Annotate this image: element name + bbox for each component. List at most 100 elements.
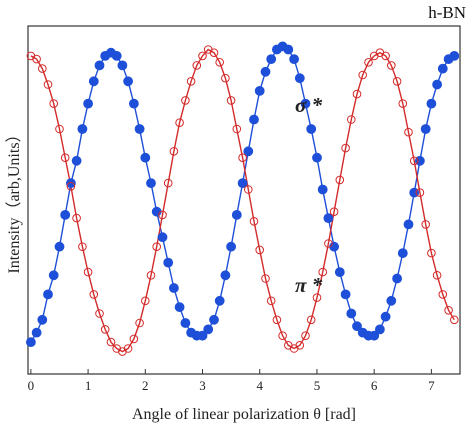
pi-data-point <box>272 315 282 325</box>
sigma-data-point <box>94 60 105 71</box>
pi-data-point <box>249 217 259 226</box>
pi-data-point <box>306 315 316 325</box>
sigma-data-point <box>157 232 168 243</box>
sigma-data-point <box>352 321 362 332</box>
sigma-data-point <box>203 324 214 335</box>
pi-data-point <box>158 210 167 220</box>
sigma-data-point <box>392 273 402 284</box>
pi-data-point <box>55 124 64 134</box>
sigma-data-point <box>386 295 397 306</box>
sigma-data-point <box>323 213 334 223</box>
pi-data-point <box>163 178 173 188</box>
sigma-data-point <box>226 241 236 252</box>
pi-data-point <box>78 242 87 251</box>
x-axis-ticks: 0 1 2 3 4 5 6 7 <box>28 369 435 393</box>
sigma-data-point <box>374 324 385 335</box>
pi-data-point <box>341 143 350 153</box>
sigma-data-point <box>294 73 305 84</box>
pi-data-point <box>324 239 333 248</box>
pi-data-point <box>415 188 425 197</box>
sigma-data-point <box>300 98 311 109</box>
pi-data-point <box>192 61 202 70</box>
sigma-data-point <box>432 79 442 90</box>
sigma-data-point <box>426 98 437 109</box>
sigma-data-point <box>77 124 88 134</box>
pi-data-point <box>381 51 390 61</box>
pi-data-point <box>444 306 453 315</box>
sigma-data-point <box>117 60 128 71</box>
sigma-data-point <box>134 124 145 134</box>
sigma-data-point <box>334 267 345 277</box>
x-tick-label: 3 <box>199 378 206 393</box>
pi-series-line <box>30 48 455 353</box>
sigma-data-point <box>340 289 351 300</box>
pi-data-point <box>278 331 287 341</box>
sigma-data-point <box>420 124 431 134</box>
sigma-data-point <box>83 98 93 109</box>
sigma-data-point <box>71 155 82 166</box>
pi-data-point <box>238 153 247 162</box>
pi-data-point <box>38 64 47 73</box>
pi-data-point <box>209 48 219 58</box>
pi-data-point <box>347 115 356 124</box>
sigma-data-point <box>317 184 328 195</box>
sigma-data-point <box>346 308 357 319</box>
pi-data-point <box>301 331 310 341</box>
pi-data-point <box>89 290 99 299</box>
y-axis-title: Intensity（arb,Units） <box>5 126 23 273</box>
pi-data-point <box>352 89 362 99</box>
pi-data-point <box>215 58 224 67</box>
pi-data-point <box>312 293 322 302</box>
pi-data-point <box>198 51 207 61</box>
sigma-data-point <box>380 311 391 322</box>
sigma-data-point <box>403 219 414 230</box>
pi-data-point <box>129 334 139 344</box>
pi-data-point <box>255 245 265 255</box>
sigma-data-point <box>266 54 277 64</box>
pi-data-point <box>358 70 368 80</box>
sigma-data-point <box>168 283 179 293</box>
sigma-data-point <box>31 327 42 338</box>
pi-data-point <box>364 58 373 67</box>
pi-data-point <box>60 153 70 162</box>
pi-series-label: π * <box>295 273 323 297</box>
pi-data-point <box>387 61 396 70</box>
pi-data-point <box>266 296 276 306</box>
pi-data-point <box>106 337 116 347</box>
pi-data-point <box>226 96 236 105</box>
series-curves <box>30 45 455 353</box>
sigma-data-point <box>237 178 248 188</box>
sigma-data-point <box>128 98 139 109</box>
pi-data-point <box>221 73 230 83</box>
series-points <box>25 41 460 356</box>
sigma-data-point <box>37 314 48 325</box>
sigma-data-point <box>369 330 380 341</box>
pi-data-point <box>123 344 133 353</box>
pi-data-point <box>404 127 413 137</box>
sigma-data-point <box>43 289 53 300</box>
sigma-data-point <box>209 314 219 325</box>
chart-title: h-BN <box>428 3 466 22</box>
sigma-data-point <box>283 44 294 55</box>
sigma-data-point <box>449 51 460 61</box>
pi-data-point <box>66 182 76 191</box>
pi-data-point <box>141 296 150 306</box>
x-tick-label: 2 <box>142 378 149 393</box>
pi-data-point <box>244 185 253 194</box>
pi-data-point <box>175 118 184 127</box>
plot-frame <box>27 25 461 375</box>
sigma-data-point <box>312 152 322 163</box>
sigma-data-point <box>180 318 191 328</box>
pi-data-point <box>438 290 448 299</box>
pi-data-point <box>398 99 408 108</box>
sigma-data-point <box>66 178 76 188</box>
sigma-data-point <box>48 270 59 281</box>
sigma-data-point <box>25 337 36 347</box>
sigma-data-point <box>220 270 231 281</box>
sigma-data-point <box>163 257 174 268</box>
pi-data-point <box>100 325 110 334</box>
pi-data-point <box>32 54 41 64</box>
sigma-data-point <box>214 295 225 306</box>
